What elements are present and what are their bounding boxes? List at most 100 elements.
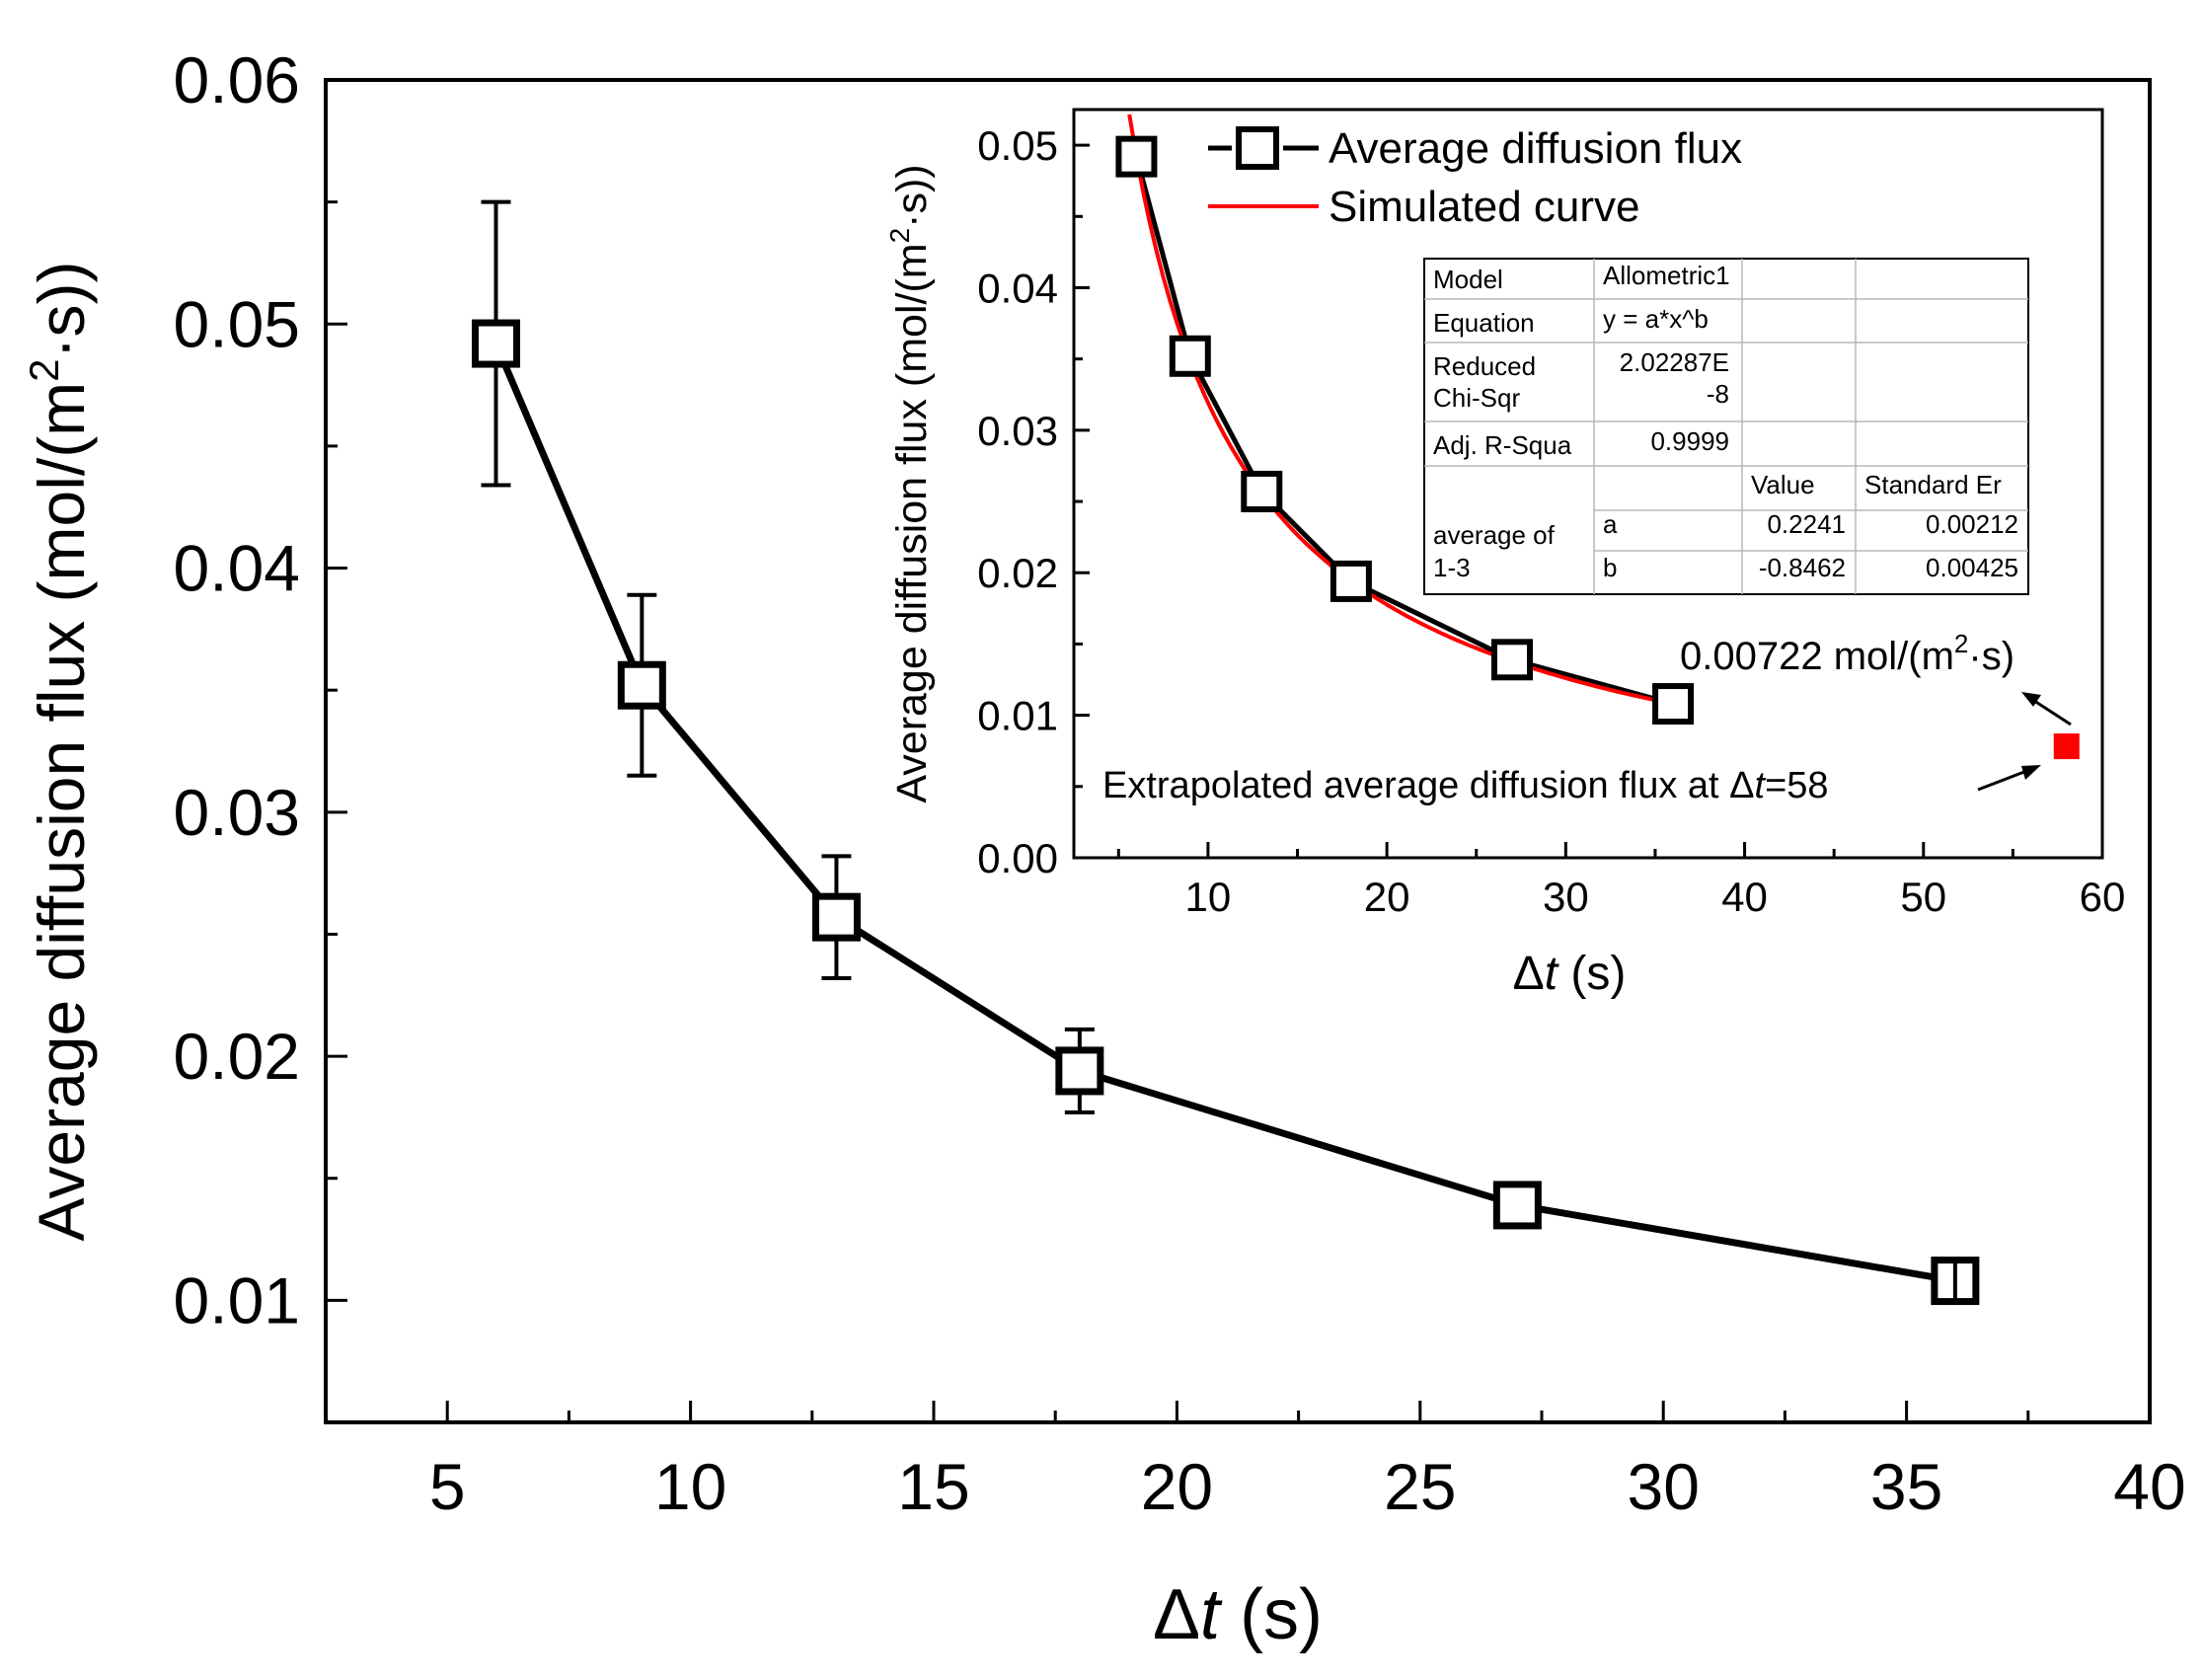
inset-x-tick-label: 20 bbox=[1364, 874, 1410, 920]
annotation-value-main: 0.00722 mol/(m bbox=[1680, 635, 1954, 678]
inset-y-tick-label: 0.02 bbox=[977, 550, 1058, 596]
inset-y-axis-label: Average diffusion flux (mol/(m2·s)) bbox=[884, 164, 936, 802]
annotation-extrap-var: t bbox=[1755, 765, 1767, 806]
fit-model-value: Allometric1 bbox=[1603, 261, 1730, 290]
annotation-arrow-upper bbox=[2030, 697, 2072, 726]
fit-r-label: Adj. R-Squa bbox=[1433, 430, 1572, 460]
inset-data-point bbox=[1169, 335, 1211, 377]
main-y-tick-label: 0.05 bbox=[174, 287, 300, 360]
fit-group-label-2: 1-3 bbox=[1433, 553, 1471, 582]
fit-param-a: a bbox=[1603, 509, 1618, 539]
annotation-extrapolated-value: 0.00722 mol/(m2·s) bbox=[1680, 629, 2014, 678]
inset-data-point bbox=[1115, 135, 1158, 178]
inset-x-tick-label: 10 bbox=[1185, 874, 1232, 920]
y-label-main: Average diffusion flux (mol/(m bbox=[25, 382, 98, 1242]
main-ticks bbox=[324, 78, 2152, 1424]
x-label-delta: Δ bbox=[1153, 1575, 1200, 1654]
fit-b-err: 0.00425 bbox=[1926, 553, 2018, 582]
main-y-tick-label: 0.01 bbox=[174, 1263, 300, 1336]
fit-table-grid bbox=[1424, 259, 2028, 594]
main-x-tick-label: 35 bbox=[1870, 1450, 1942, 1523]
inset-x-label-var: t bbox=[1545, 948, 1559, 1000]
main-data-point bbox=[1055, 1046, 1104, 1096]
main-x-tick-label: 20 bbox=[1141, 1450, 1213, 1523]
main-y-tick-label: 0.03 bbox=[174, 776, 300, 849]
main-x-tick-label: 10 bbox=[654, 1450, 726, 1523]
simulated-curve bbox=[1127, 114, 1674, 706]
inset-legend: Average diffusion flux Simulated curve bbox=[1208, 124, 1742, 231]
main-markers bbox=[471, 319, 1980, 1306]
inset-data-point bbox=[1652, 683, 1695, 725]
legend-entry-simulated: Simulated curve bbox=[1208, 183, 1639, 231]
fit-b-value: -0.8462 bbox=[1759, 553, 1846, 582]
fit-equation-value: y = a*x^b bbox=[1603, 304, 1709, 334]
inset-x-label-unit: (s) bbox=[1558, 948, 1626, 1000]
annotation-arrowhead-upper bbox=[2021, 692, 2041, 707]
annotation-value-sup: 2 bbox=[1954, 629, 1968, 658]
annotation-extrap-delta: Δ bbox=[1729, 765, 1754, 806]
inset-y-label-main: Average diffusion flux (mol/(m bbox=[888, 243, 936, 802]
fit-r-value: 0.9999 bbox=[1650, 426, 1729, 456]
fit-param-b: b bbox=[1603, 553, 1617, 582]
main-x-tick-label: 30 bbox=[1627, 1450, 1699, 1523]
inset-x-tick-label: 50 bbox=[1900, 874, 1946, 920]
inset-x-tick-label: 60 bbox=[2080, 874, 2126, 920]
inset-y-tick-label: 0.03 bbox=[977, 408, 1058, 454]
inset-x-tick-label: 40 bbox=[1721, 874, 1768, 920]
y-label-sup: 2 bbox=[21, 358, 67, 381]
x-label-unit: (s) bbox=[1220, 1575, 1323, 1654]
main-plot: 5 10 15 20 25 30 35 400.010.020.030.040.050.06 … bbox=[21, 43, 2186, 1654]
main-y-tick-label: 0.04 bbox=[174, 532, 300, 605]
legend-label-average-flux: Average diffusion flux bbox=[1329, 124, 1742, 173]
fit-chi-value-1: 2.02287E bbox=[1620, 347, 1729, 377]
inset-data-point bbox=[1241, 470, 1283, 512]
main-x-axis-label: Δt (s) bbox=[1153, 1575, 1323, 1654]
fit-col-stderr: Standard Er bbox=[1864, 470, 2002, 499]
main-data-point bbox=[617, 660, 666, 710]
main-y-axis-label: Average diffusion flux (mol/(m2·s)) bbox=[21, 262, 98, 1242]
inset-x-axis-label: Δt (s) bbox=[1513, 948, 1627, 1000]
fit-a-err: 0.00212 bbox=[1926, 509, 2018, 539]
inset-x-tick-label: 30 bbox=[1543, 874, 1589, 920]
main-series-line bbox=[493, 342, 1956, 1285]
extrapolated-point bbox=[2053, 733, 2080, 760]
inset-tick-labels: 10 20 30 40 50 60 0.00 0.01 0.02 0.03 0.04 0.05 bbox=[977, 122, 2125, 920]
main-data-point bbox=[471, 319, 520, 368]
main-tick-labels: 5 10 15 20 25 30 35 40 0.01 0.02 0.03 0.04 0.05 0.06 bbox=[174, 43, 2186, 1523]
inset-y-tick-label: 0.00 bbox=[977, 835, 1058, 881]
main-y-tick-label: 0.02 bbox=[174, 1020, 300, 1093]
main-data-point bbox=[1492, 1181, 1542, 1230]
annotation-arrow-lower bbox=[1977, 768, 2030, 792]
inset-y-tick-label: 0.01 bbox=[977, 693, 1058, 739]
legend-entry-average-flux: Average diffusion flux bbox=[1208, 124, 1742, 173]
annotation-arrowhead-lower bbox=[2021, 765, 2041, 780]
inset-series-line bbox=[1134, 155, 1674, 707]
main-x-tick-label: 5 bbox=[429, 1450, 466, 1523]
main-x-tick-label: 15 bbox=[897, 1450, 969, 1523]
main-data-point bbox=[811, 892, 861, 942]
fit-chi-value-2: -8 bbox=[1707, 379, 1729, 409]
legend-label-simulated: Simulated curve bbox=[1329, 183, 1639, 231]
inset-ticks bbox=[1074, 143, 2104, 860]
inset-y-label-tail: ·s)) bbox=[888, 164, 936, 227]
inset-data-point bbox=[1490, 639, 1533, 681]
fit-col-value: Value bbox=[1751, 470, 1815, 499]
inset-y-tick-label: 0.04 bbox=[977, 265, 1058, 311]
inset-y-label-sup: 2 bbox=[884, 228, 915, 244]
main-x-tick-label: 25 bbox=[1384, 1450, 1456, 1523]
annotation-extrap-tail: =58 bbox=[1765, 765, 1828, 806]
fit-a-value: 0.2241 bbox=[1767, 509, 1846, 539]
x-label-var: t bbox=[1200, 1575, 1223, 1654]
inset-data-point bbox=[1330, 560, 1372, 602]
legend-marker-square bbox=[1236, 126, 1279, 170]
inset-y-tick-label: 0.05 bbox=[977, 122, 1058, 169]
main-plot-frame bbox=[324, 78, 2152, 1424]
fit-equation-label: Equation bbox=[1433, 308, 1535, 338]
fit-chi-label-2: Chi-Sqr bbox=[1433, 383, 1520, 413]
fit-table: Model Allometric1 Equation y = a*x^b Red… bbox=[1423, 258, 2029, 595]
annotation-extrap-main: Extrapolated average diffusion flux at bbox=[1102, 765, 1729, 806]
annotation-value-tail: ·s) bbox=[1968, 635, 2014, 678]
inset-plot: 10 20 30 40 50 60 0.00 0.01 0.02 0.03 0.04 0.05 Δt … bbox=[884, 108, 2125, 1000]
fit-model-label: Model bbox=[1433, 265, 1503, 294]
